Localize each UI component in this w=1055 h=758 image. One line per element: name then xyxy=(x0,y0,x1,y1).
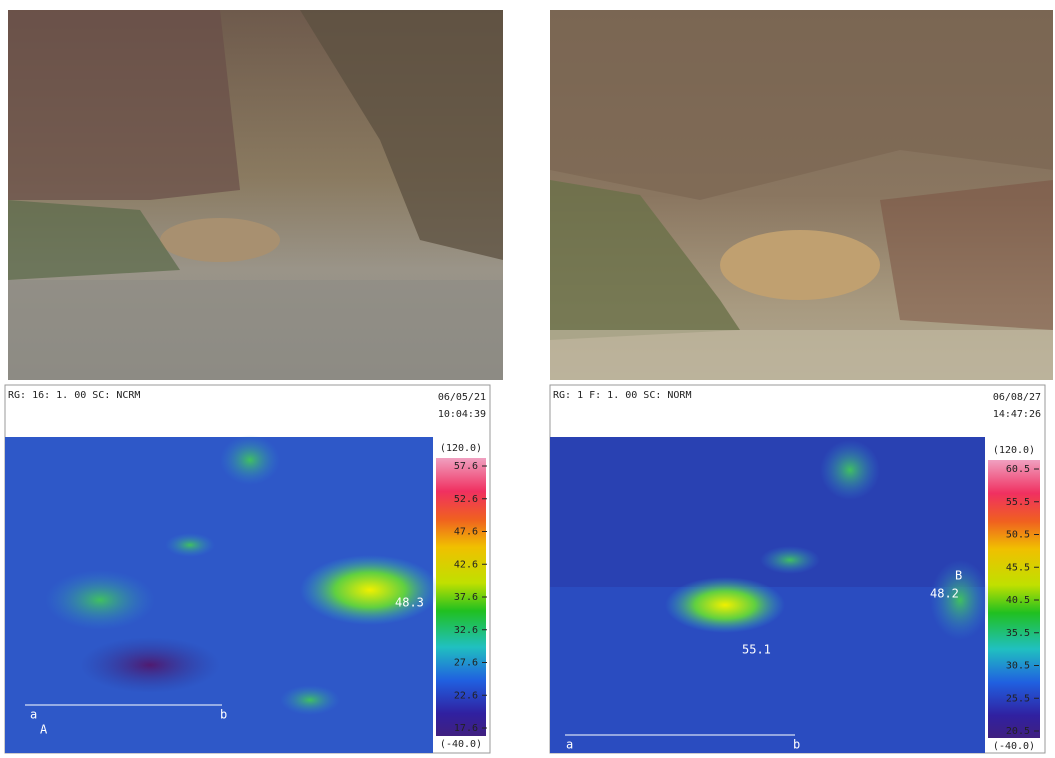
scale-min: (-40.0) xyxy=(440,739,482,750)
date: 06/08/27 xyxy=(993,392,1041,403)
temp-reading: 48.2 xyxy=(930,587,959,601)
scale-max: (120.0) xyxy=(440,443,482,454)
colorbar-label: 25.5 xyxy=(1006,693,1030,704)
hot-spot xyxy=(665,577,785,633)
point-b: b xyxy=(220,708,227,722)
time: 14:47:26 xyxy=(993,409,1041,420)
hot-spot xyxy=(300,555,440,625)
thermal-panel-left: RG: 16: 1. 00 SC: NCRM 06/05/21 10:04:39… xyxy=(5,385,490,753)
thermal-panel-right: RG: 1 F: 1. 00 SC: NORM 06/08/27 14:47:2… xyxy=(550,385,1045,753)
time: 10:04:39 xyxy=(438,409,486,420)
colorbar-label: 50.5 xyxy=(1006,530,1030,541)
point-a: a xyxy=(566,738,573,752)
figure: RG: 16: 1. 00 SC: NCRM 06/05/21 10:04:39… xyxy=(0,0,1055,758)
colorbar-label: 52.6 xyxy=(454,494,478,505)
page: RG: 16: 1. 00 SC: NCRM 06/05/21 10:04:39… xyxy=(0,0,1055,758)
colorbar-label: 27.6 xyxy=(454,658,478,669)
scale-min: (-40.0) xyxy=(993,741,1035,752)
colorbar-label: 47.6 xyxy=(454,527,478,538)
marker: A xyxy=(40,723,48,737)
temp-reading: 55.1 xyxy=(742,643,771,657)
header: RG: 1 F: 1. 00 SC: NORM xyxy=(553,390,691,401)
colorbar-label: 42.6 xyxy=(454,559,478,570)
colorbar-label: 57.6 xyxy=(454,461,478,472)
point-a: a xyxy=(30,708,37,722)
photo-right xyxy=(550,10,1053,380)
colorbar-label: 32.6 xyxy=(454,625,478,636)
colorbar-label: 37.6 xyxy=(454,592,478,603)
date: 06/05/21 xyxy=(438,392,486,403)
photo-left xyxy=(8,10,503,380)
scale-max: (120.0) xyxy=(993,445,1035,456)
colorbar-label: 55.5 xyxy=(1006,497,1030,508)
temp-reading: 48.3 xyxy=(395,596,424,610)
colorbar-label: 22.6 xyxy=(454,690,478,701)
colorbar-label: 60.5 xyxy=(1006,464,1030,475)
colorbar-label: 45.5 xyxy=(1006,562,1030,573)
point-b: b xyxy=(793,738,800,752)
colorbar-label: 17.6 xyxy=(454,723,478,734)
colorbar-label: 40.5 xyxy=(1006,595,1030,606)
colorbar-label: 35.5 xyxy=(1006,628,1030,639)
header: RG: 16: 1. 00 SC: NCRM xyxy=(8,390,140,401)
colorbar-label: 20.5 xyxy=(1006,726,1030,737)
colorbar-label: 30.5 xyxy=(1006,661,1030,672)
marker: B xyxy=(955,569,962,583)
